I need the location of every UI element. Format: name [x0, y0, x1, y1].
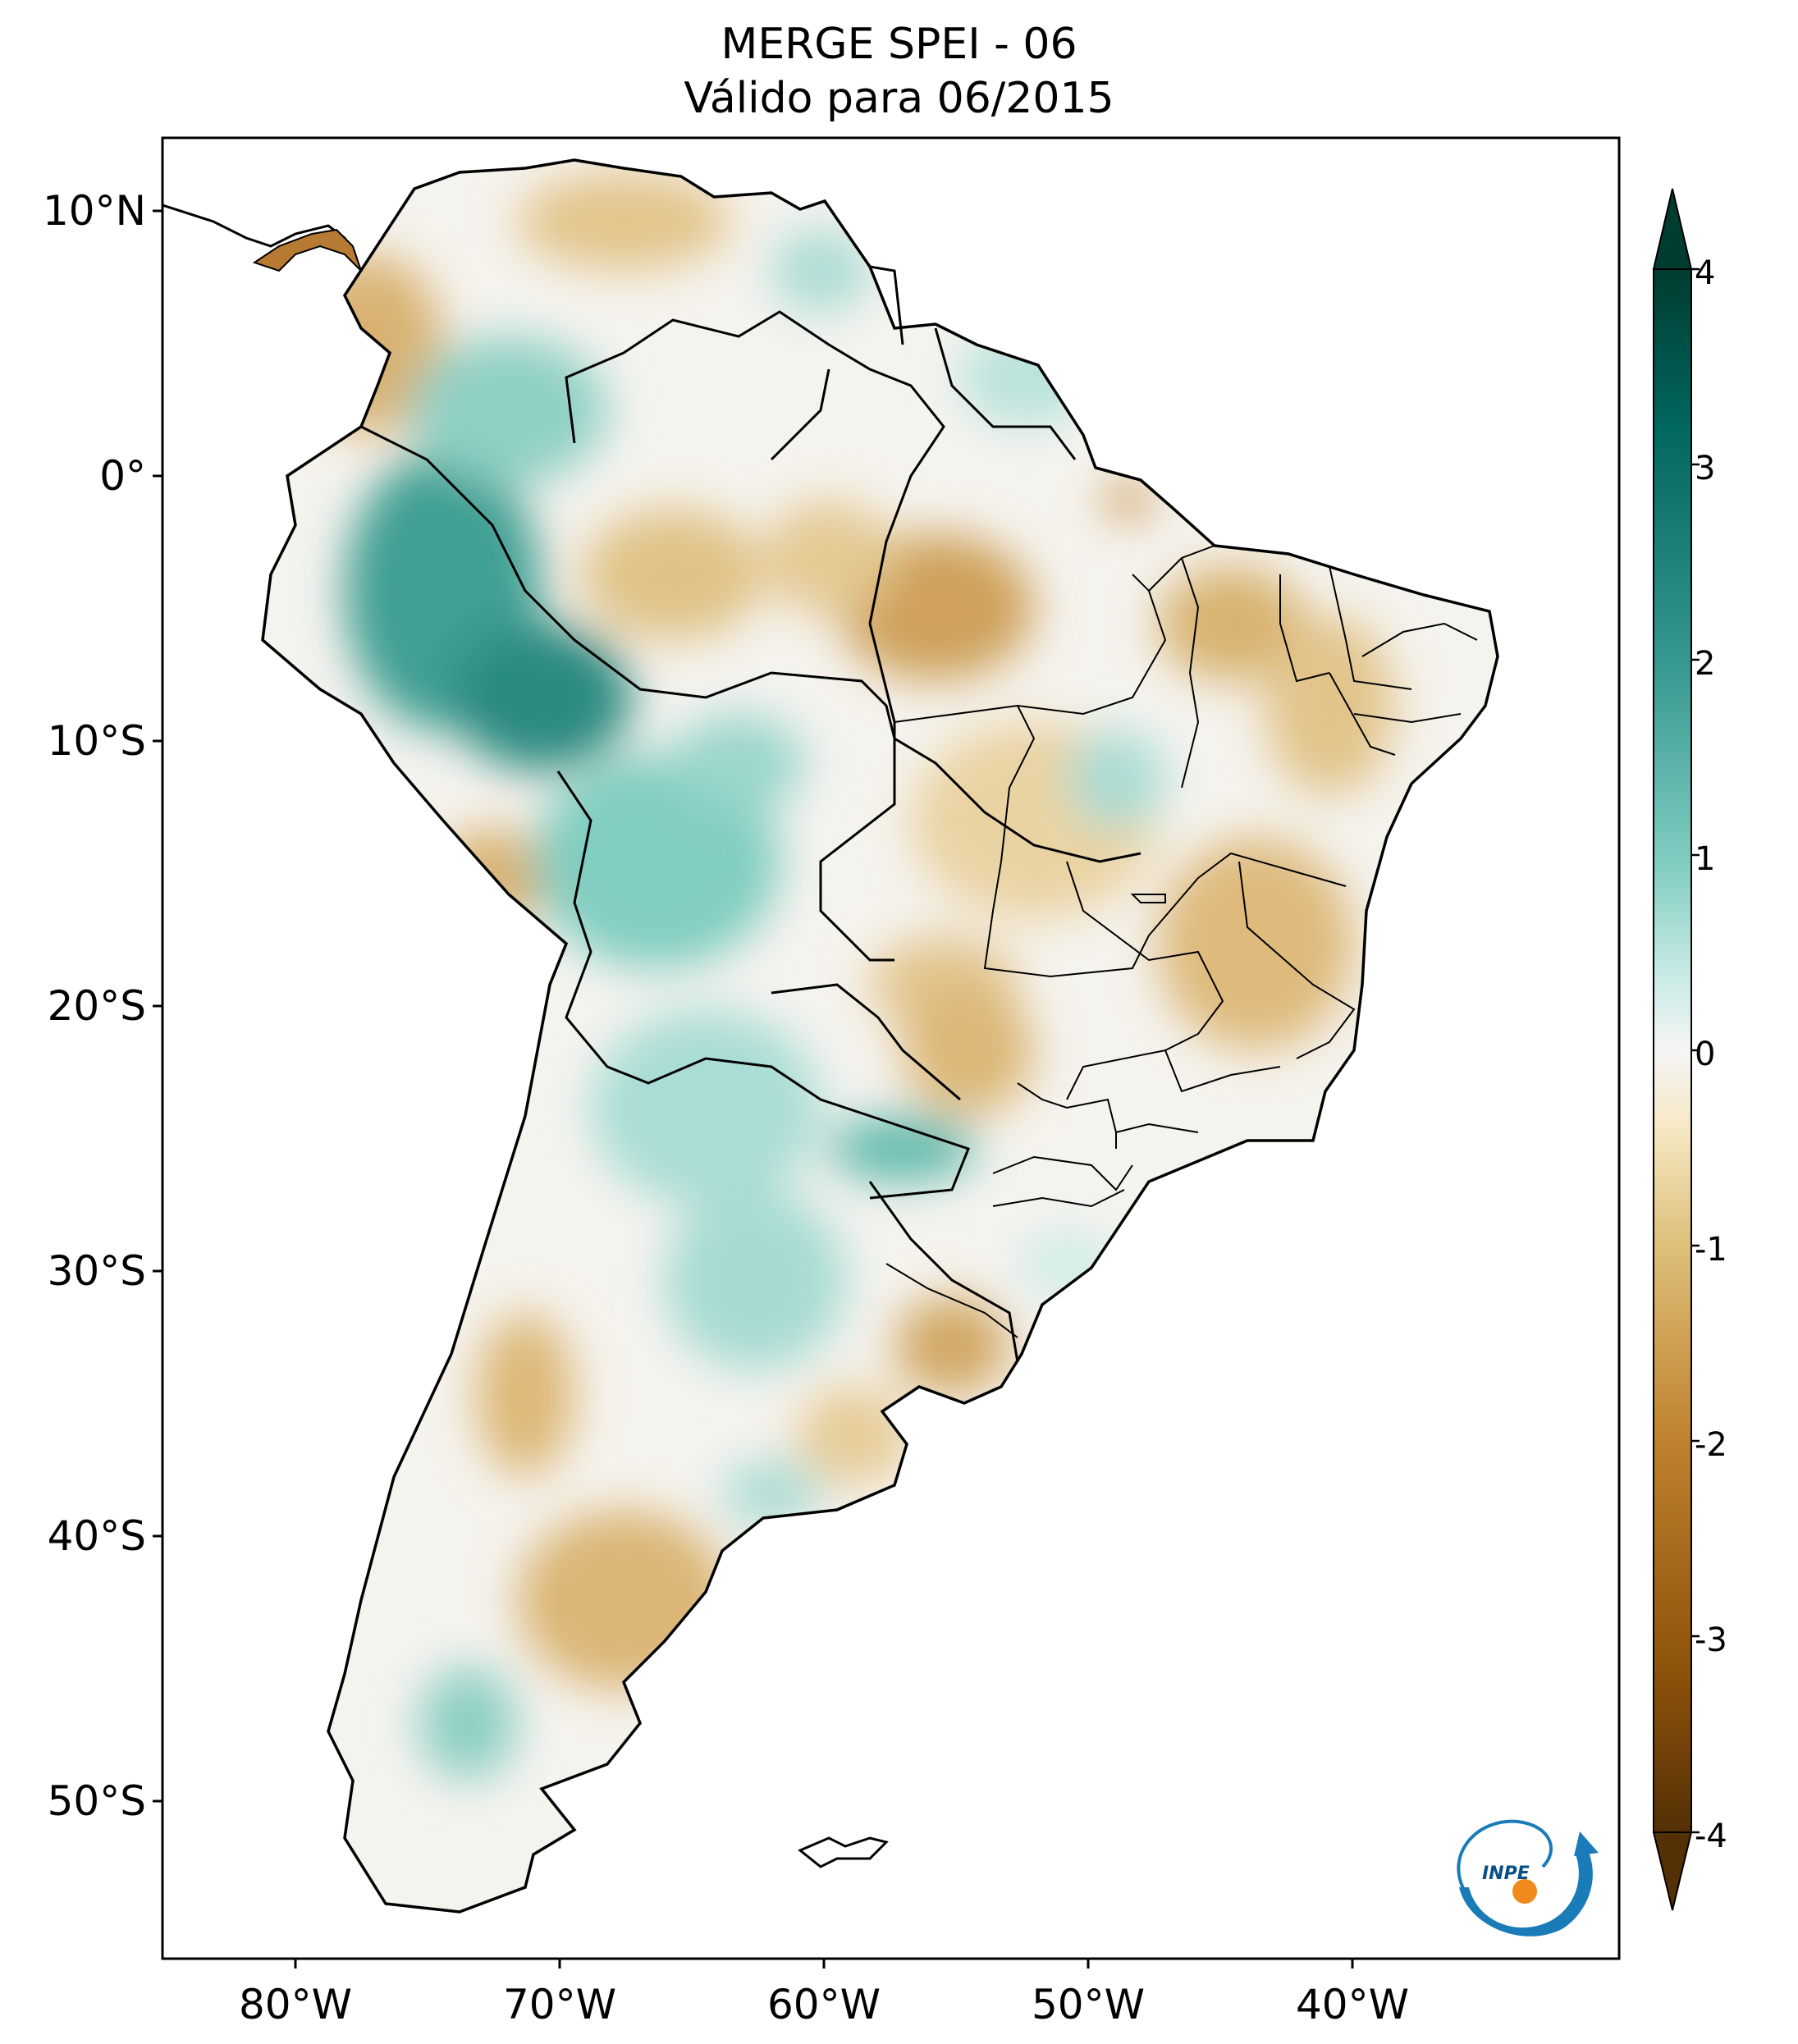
colorbar-label-neg4: -4: [1695, 1818, 1727, 1855]
lat-label-10n: 10°N: [42, 187, 146, 235]
colorbar-label-neg1: -1: [1695, 1231, 1727, 1269]
lat-label-50s: 50°S: [47, 1777, 146, 1825]
lat-label-30s: 30°S: [47, 1247, 146, 1295]
colorbar-label-neg2: -2: [1695, 1426, 1727, 1464]
state-borders: [885, 545, 1478, 1338]
lat-label-20s: 20°S: [47, 982, 146, 1030]
colorbar-gradient: [1653, 268, 1692, 1833]
lat-label-0: 0°: [99, 452, 146, 500]
colorbar-label-0: 0: [1695, 1036, 1716, 1073]
inpe-logo-text: INPE: [1482, 1863, 1530, 1884]
colorbar-label-2: 2: [1695, 645, 1716, 683]
falkland-islands: [798, 1836, 889, 1868]
map-subtitle: Válido para 06/2015: [684, 74, 1114, 123]
lat-label-10s: 10°S: [47, 717, 146, 765]
colorbar-label-3: 3: [1695, 450, 1716, 487]
lon-label-60w: 60°W: [766, 1981, 881, 2028]
map-frame: [161, 136, 1621, 1960]
panama-land: [252, 228, 362, 272]
colorbar-label-4: 4: [1695, 254, 1716, 292]
country-borders: [360, 265, 1141, 1363]
axis-ticks: [153, 209, 1354, 1969]
inpe-logo: INPE: [1457, 1819, 1599, 1937]
lon-label-50w: 50°W: [1031, 1981, 1146, 2028]
lon-label-80w: 80°W: [238, 1981, 353, 2028]
colorbar: [1652, 188, 1700, 1911]
map-title: MERGE SPEI - 06: [721, 20, 1077, 69]
lon-label-70w: 70°W: [502, 1981, 617, 2028]
lon-label-40w: 40°W: [1295, 1981, 1410, 2028]
lat-label-40s: 40°S: [47, 1512, 146, 1560]
colorbar-label-neg3: -3: [1695, 1621, 1727, 1659]
colorbar-label-1: 1: [1695, 840, 1716, 878]
colorbar-extend-top: [1652, 188, 1693, 270]
colorbar-extend-bottom: [1652, 1831, 1693, 1911]
